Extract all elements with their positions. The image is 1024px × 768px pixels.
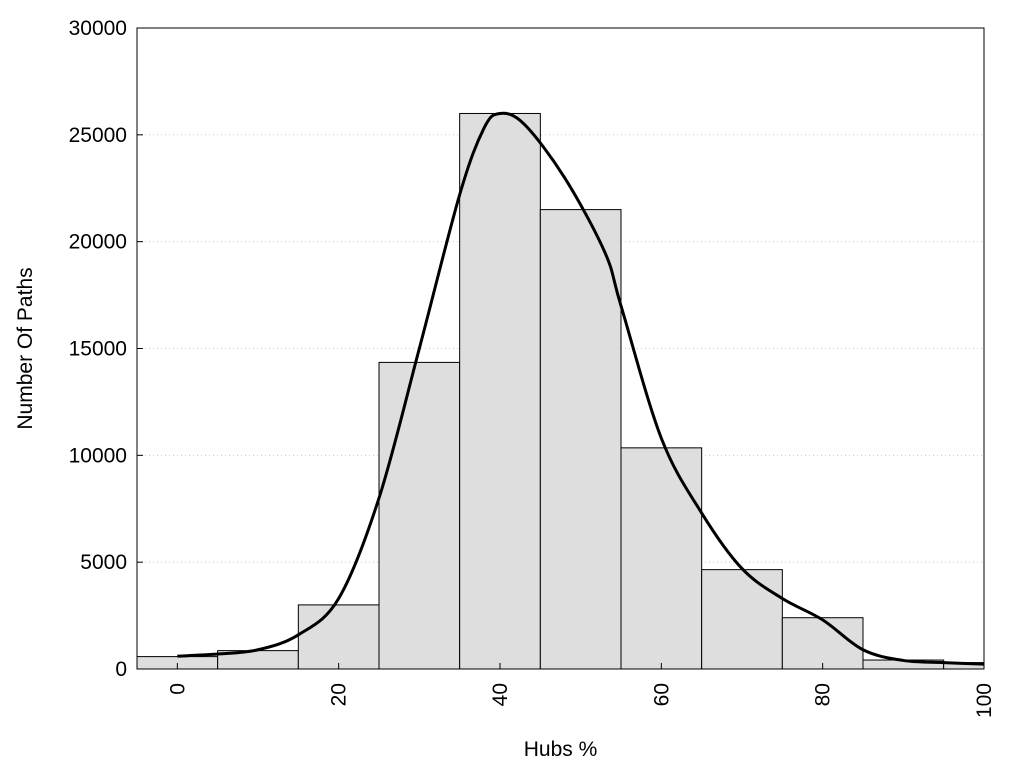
x-axis-title: Hubs % — [524, 738, 598, 761]
histogram-bar — [459, 112, 541, 670]
histogram-bar — [297, 604, 380, 670]
density-curve — [177, 111, 985, 666]
y-tick-label: 10000 — [69, 444, 127, 467]
histogram-bars — [136, 112, 985, 670]
x-tick-label: 20 — [328, 683, 351, 706]
histogram-bar — [620, 447, 703, 670]
y-tick-label: 30000 — [69, 17, 127, 40]
y-tick-label: 5000 — [80, 551, 127, 574]
histogram-bar — [539, 209, 622, 670]
histogram-bar — [378, 361, 461, 670]
y-tick-label: 0 — [115, 658, 127, 681]
density-curve-group — [177, 111, 985, 666]
histogram-bar — [701, 569, 783, 670]
y-tick-label: 20000 — [69, 231, 127, 254]
y-tick-label: 15000 — [69, 338, 127, 361]
x-tick-label: 40 — [489, 683, 512, 706]
x-tick-label: 0 — [166, 683, 189, 695]
y-axis-title: Number Of Paths — [14, 267, 37, 429]
y-tick-label: 25000 — [69, 124, 127, 147]
x-tick-label: 100 — [973, 683, 996, 718]
x-tick-label: 60 — [650, 683, 673, 706]
y-axis-ticks: 0 5000 10000 15000 20000 25000 30000 — [69, 17, 143, 681]
x-tick-label: 80 — [812, 683, 835, 706]
x-axis-ticks: 0 20 40 60 80 100 — [166, 663, 996, 718]
